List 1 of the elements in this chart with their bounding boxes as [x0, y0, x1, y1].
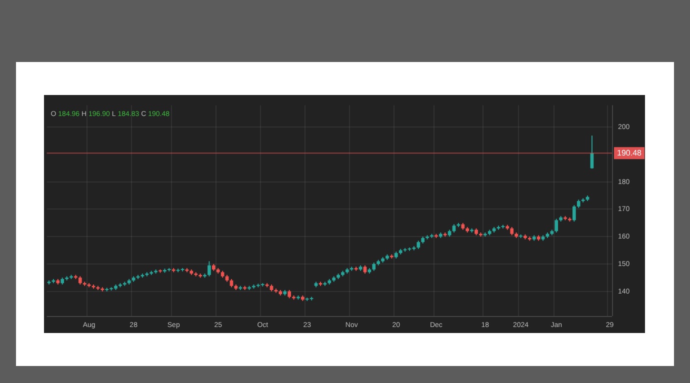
ref-line-label: 190.48	[617, 148, 642, 158]
